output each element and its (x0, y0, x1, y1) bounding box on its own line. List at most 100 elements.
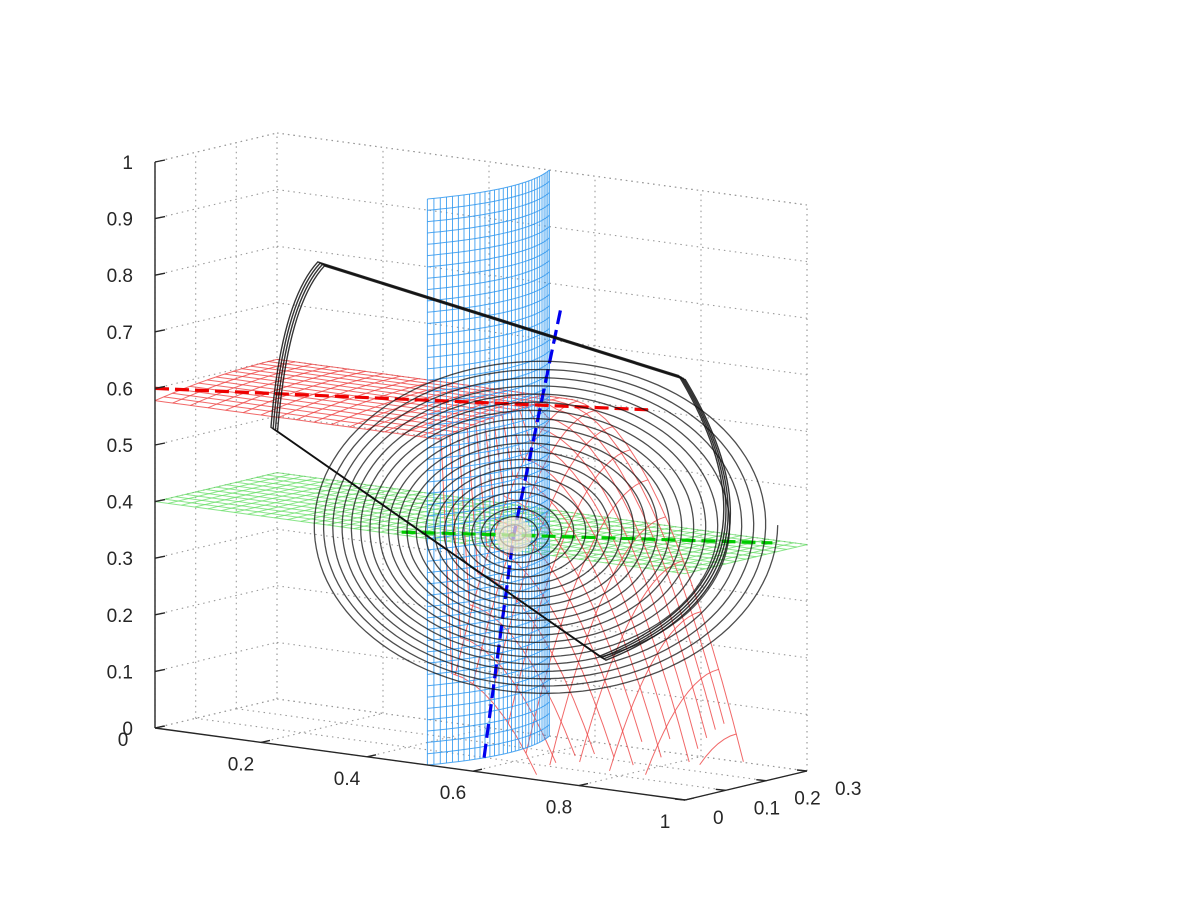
blue-mesh-line (427, 192, 550, 223)
z-tick-mark (154, 272, 166, 276)
box-edge (154, 132, 278, 163)
red-mesh-line (579, 560, 684, 763)
trajectory-loop (272, 262, 727, 659)
z-tick-label: 0 (122, 719, 133, 740)
z-tick-label: 0.4 (107, 493, 134, 514)
z-tick-label: 0.3 (107, 549, 133, 570)
y-tick-label: 0 (713, 808, 724, 829)
red-mesh-line (260, 373, 384, 416)
x-tick-label: 0 (118, 730, 129, 751)
x-tick-mark (578, 782, 589, 787)
blue-mesh-line (427, 373, 550, 404)
blue-mesh-line (427, 622, 550, 653)
box-edge (276, 132, 808, 206)
red-mesh-line (268, 361, 725, 724)
x-tick-mark (154, 725, 165, 729)
blue-mesh-line (427, 724, 550, 755)
blue-mesh-line (427, 463, 550, 494)
green-mesh-line (195, 491, 726, 565)
red-mesh-line (190, 363, 313, 406)
grid-line (154, 132, 278, 163)
grid-line (154, 302, 278, 333)
z-tick-mark (154, 215, 166, 220)
y-tick-label: 0.3 (835, 779, 861, 800)
green-mesh-line (215, 486, 747, 560)
blue-mesh-line (427, 271, 550, 302)
red-mesh-line (402, 392, 525, 435)
blue-mesh-line (427, 701, 550, 732)
blue-mesh-line (427, 599, 550, 630)
grid-line (276, 302, 808, 376)
equilibrium-point (495, 517, 532, 554)
blue-mesh-line (427, 735, 550, 766)
x-axis-line (154, 727, 686, 801)
x-tick-label: 1 (660, 812, 671, 833)
red-mesh-line (366, 387, 490, 430)
y-tick-mark (796, 769, 808, 772)
z-tick-mark (154, 329, 166, 333)
red-mesh-line (699, 733, 737, 765)
red-mesh-line (549, 516, 666, 766)
grid-line (578, 756, 702, 787)
x-tick-label: 0.8 (546, 798, 572, 819)
z-tick-label: 1 (122, 153, 133, 174)
z-tick-mark (154, 159, 166, 163)
blue-mesh-line (427, 430, 550, 460)
blue-mesh-line (427, 328, 550, 358)
z-tick-label: 0.8 (107, 266, 133, 287)
z-tick-mark (154, 442, 166, 446)
red-mesh-line (278, 375, 401, 418)
blue-mesh-line (427, 486, 550, 517)
blue-mesh-line (427, 690, 550, 721)
trajectory-loop (270, 261, 725, 658)
blue-mesh-line (427, 339, 550, 370)
grid-line (276, 245, 808, 319)
grid-line (195, 717, 726, 791)
y-tick-mark (756, 779, 767, 782)
red-mesh-line (609, 611, 702, 772)
blue-mesh-line (427, 656, 550, 687)
red-mesh-line (154, 358, 278, 402)
grid-line (154, 698, 278, 729)
blue-mesh-line (427, 214, 550, 245)
red-intersection-line (154, 386, 649, 412)
z-tick-mark (154, 555, 166, 559)
red-mesh-line (243, 370, 366, 414)
blue-mesh-line (427, 294, 550, 324)
grid-line (276, 189, 808, 263)
grid-line (154, 415, 278, 446)
z-tick-label: 0.1 (107, 662, 133, 683)
blue-mesh-line (427, 611, 550, 641)
grid-line (154, 585, 278, 616)
y-tick-mark (674, 798, 686, 801)
blue-mesh-line (427, 633, 550, 664)
green-mesh-line (205, 489, 736, 562)
trajectory-spiral (313, 360, 779, 694)
x-tick-mark (472, 768, 483, 772)
trajectory-loop (276, 265, 731, 661)
grid-line (154, 641, 278, 672)
y-tick-label: 0.2 (794, 789, 820, 810)
red-mesh-line (225, 368, 348, 411)
tick-labels: 0 0.1 0.2 0.3 0.4 0.5 0.6 0.7 0.8 0.9 1 0 0.2 0.4 0.6 0… (107, 153, 862, 833)
grid-line (154, 528, 278, 559)
blue-mesh-line (427, 180, 550, 211)
x-tick-mark (366, 754, 377, 758)
z-tick-mark (154, 612, 166, 616)
red-mesh-line (507, 449, 631, 724)
grid-line (154, 189, 278, 220)
z-tick-label: 0.7 (107, 323, 133, 344)
z-tick-label: 0.2 (107, 606, 133, 627)
x-tick-label: 0.6 (440, 783, 466, 804)
red-mesh-line (189, 385, 615, 758)
blue-mesh-line (427, 169, 550, 200)
grid-line (276, 415, 808, 489)
z-tick-label: 0.6 (107, 379, 133, 400)
trajectory-loop (274, 263, 729, 660)
blue-mesh-line (427, 203, 550, 234)
grid-line (276, 698, 808, 772)
blue-mesh-line (427, 588, 550, 619)
z-tick-mark (154, 385, 166, 390)
green-mesh-line (154, 501, 686, 575)
red-mesh-line (250, 365, 708, 739)
